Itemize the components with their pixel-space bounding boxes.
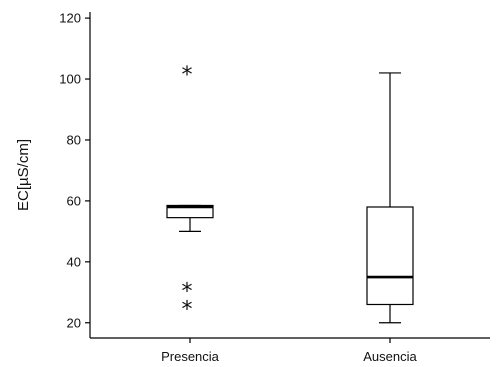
category-labels: Presencia Ausencia [161, 338, 418, 364]
y-tick-label: 40 [67, 254, 81, 269]
outlier-marker: * [182, 63, 193, 88]
boxes: *** [166, 63, 414, 324]
y-tick-label: 100 [59, 72, 81, 87]
y-tick-label: 120 [59, 11, 81, 26]
y-tick-label: 80 [67, 132, 81, 147]
outlier-marker: * [182, 279, 193, 304]
y-axis-title: EC[µS/cm] [15, 139, 32, 211]
y-tick-label: 60 [67, 193, 81, 208]
x-tick-label: Presencia [161, 349, 220, 364]
outlier-marker: * [182, 298, 193, 323]
y-ticks: 20 40 60 80 100 120 [59, 11, 90, 330]
y-tick-label: 20 [67, 315, 81, 330]
box-presencia: *** [166, 63, 214, 323]
axes [89, 12, 490, 339]
box-ausencia [366, 72, 414, 324]
iqr-box [366, 206, 414, 306]
iqr-box [166, 204, 214, 219]
x-tick-label: Ausencia [363, 349, 417, 364]
